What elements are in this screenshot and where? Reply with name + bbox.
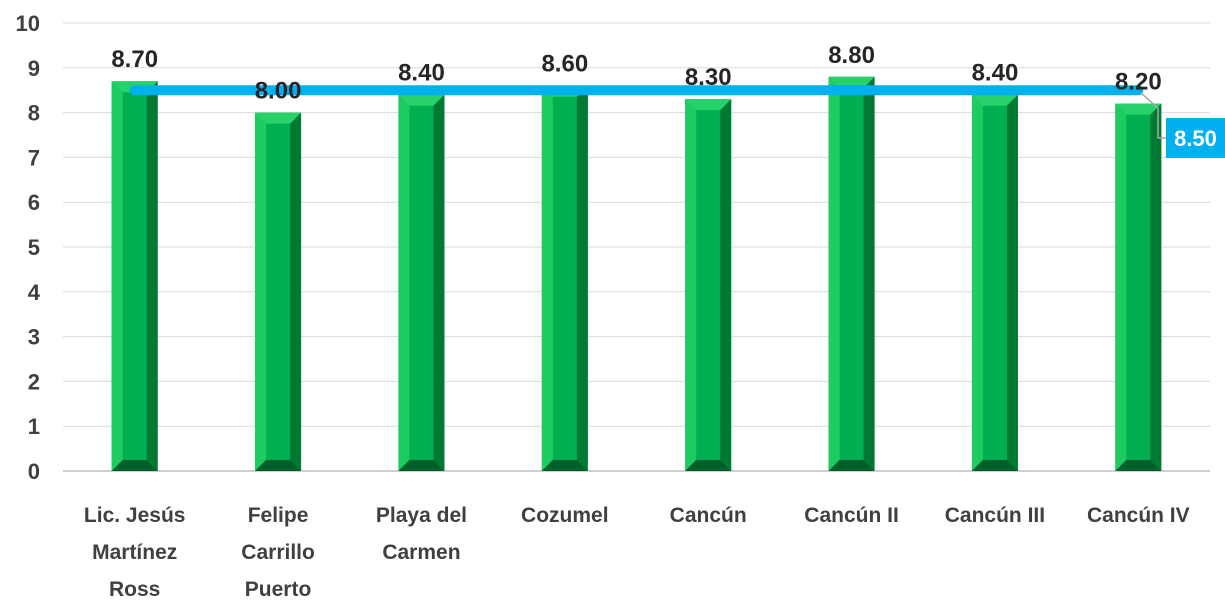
category-label-line: Ross	[109, 578, 160, 601]
bar-bevel-right	[1006, 94, 1018, 472]
category-label: Cancún IV	[1087, 504, 1190, 527]
category-label-line: Lic. Jesús	[84, 504, 186, 527]
bar-bevel-bottom	[828, 460, 875, 471]
data-label: 8.40	[972, 60, 1019, 87]
category-label: Playa del Carmen	[376, 504, 467, 564]
bar-bevel-right	[290, 112, 302, 471]
category-label: Cancún	[670, 504, 747, 527]
bar-bevel-left	[828, 76, 840, 471]
bar-bevel-bottom	[1115, 460, 1162, 471]
bar-bevel-left	[541, 85, 553, 471]
category-label-line: Cancún IV	[1087, 504, 1190, 527]
y-tick-label: 9	[28, 56, 40, 81]
bars	[111, 76, 1162, 472]
bar-bevel-left	[971, 94, 983, 472]
bar	[685, 99, 732, 471]
bar-bevel-bottom	[971, 460, 1018, 471]
bar-bevel-top	[1115, 103, 1162, 115]
y-axis-ticks: 0 1 2 3 4 5 6 7 8 9 10	[16, 11, 41, 484]
bar	[828, 76, 875, 471]
bar-bevel-top	[398, 94, 445, 106]
category-label-line: Cancún II	[804, 504, 899, 527]
bar-bevel-left	[111, 81, 123, 472]
data-label: 8.70	[111, 46, 158, 73]
bar	[1115, 103, 1162, 471]
data-label: 8.00	[255, 78, 302, 105]
bar-bevel-right	[576, 85, 588, 471]
bar-bevel-top	[971, 94, 1018, 106]
bar-bevel-left	[685, 99, 697, 471]
bar	[971, 94, 1018, 472]
category-label-line: Cancún	[670, 504, 747, 527]
category-label-line: Felipe	[248, 504, 309, 527]
bar-bevel-top	[828, 76, 875, 88]
bar-bevel-bottom	[541, 460, 588, 471]
bar-bevel-bottom	[255, 460, 302, 471]
bar	[111, 81, 158, 472]
category-label-line: Martínez	[92, 541, 177, 564]
y-tick-label: 1	[28, 414, 40, 439]
reference-line-group: 8.50	[129, 85, 1225, 158]
gridlines	[63, 22, 1210, 472]
category-label: Lic. Jesús Martínez Ross	[84, 504, 186, 601]
bar	[398, 94, 445, 472]
category-label-line: Puerto	[245, 578, 312, 601]
bar-bevel-left	[398, 94, 410, 472]
reference-label: 8.50	[1174, 126, 1217, 151]
y-tick-label: 0	[28, 459, 40, 484]
bar-bevel-right	[433, 94, 445, 472]
data-label: 8.80	[828, 42, 875, 69]
y-tick-label: 3	[28, 325, 40, 350]
y-tick-label: 7	[28, 145, 40, 170]
bar-bevel-left	[1115, 103, 1127, 471]
category-label-line: Playa del	[376, 504, 467, 527]
y-tick-label: 10	[16, 11, 40, 36]
category-label: Cancún II	[804, 504, 899, 527]
y-tick-label: 8	[28, 101, 40, 126]
data-label: 8.40	[398, 60, 445, 87]
bar-bevel-right	[720, 99, 732, 471]
data-label: 8.20	[1115, 69, 1162, 96]
y-tick-label: 6	[28, 190, 40, 215]
data-label: 8.60	[541, 51, 588, 78]
x-axis-categories: Lic. Jesús Martínez Ross Felipe Carrillo Puer…	[84, 504, 1190, 601]
bar-bevel-left	[255, 112, 267, 471]
bar	[255, 112, 302, 471]
category-label-line: Carrillo	[241, 541, 315, 564]
bar	[541, 85, 588, 471]
bar-bevel-right	[863, 76, 875, 471]
category-label: Cancún III	[945, 504, 1045, 527]
bar-bevel-top	[255, 112, 302, 124]
bar-bevel-right	[1150, 103, 1162, 471]
reference-callout-leader	[1140, 92, 1166, 139]
data-label: 8.30	[685, 64, 732, 91]
bar-bevel-bottom	[685, 460, 732, 471]
category-label-line: Cozumel	[521, 504, 609, 527]
y-tick-label: 2	[28, 369, 40, 394]
y-tick-label: 4	[28, 280, 41, 305]
category-label-line: Cancún III	[945, 504, 1045, 527]
y-tick-label: 5	[28, 235, 40, 260]
category-label: Cozumel	[521, 504, 609, 527]
bar-bevel-bottom	[111, 460, 158, 471]
bar-bevel-bottom	[398, 460, 445, 471]
bar-bevel-right	[146, 81, 158, 472]
category-label-line: Carmen	[382, 541, 460, 564]
data-labels: 8.70 8.00 8.40 8.60 8.30 8.80 8.40 8.20	[111, 42, 1161, 105]
category-label: Felipe Carrillo Puerto	[241, 504, 315, 601]
reference-callout-box	[1166, 118, 1225, 158]
bar-bevel-top	[685, 99, 732, 111]
